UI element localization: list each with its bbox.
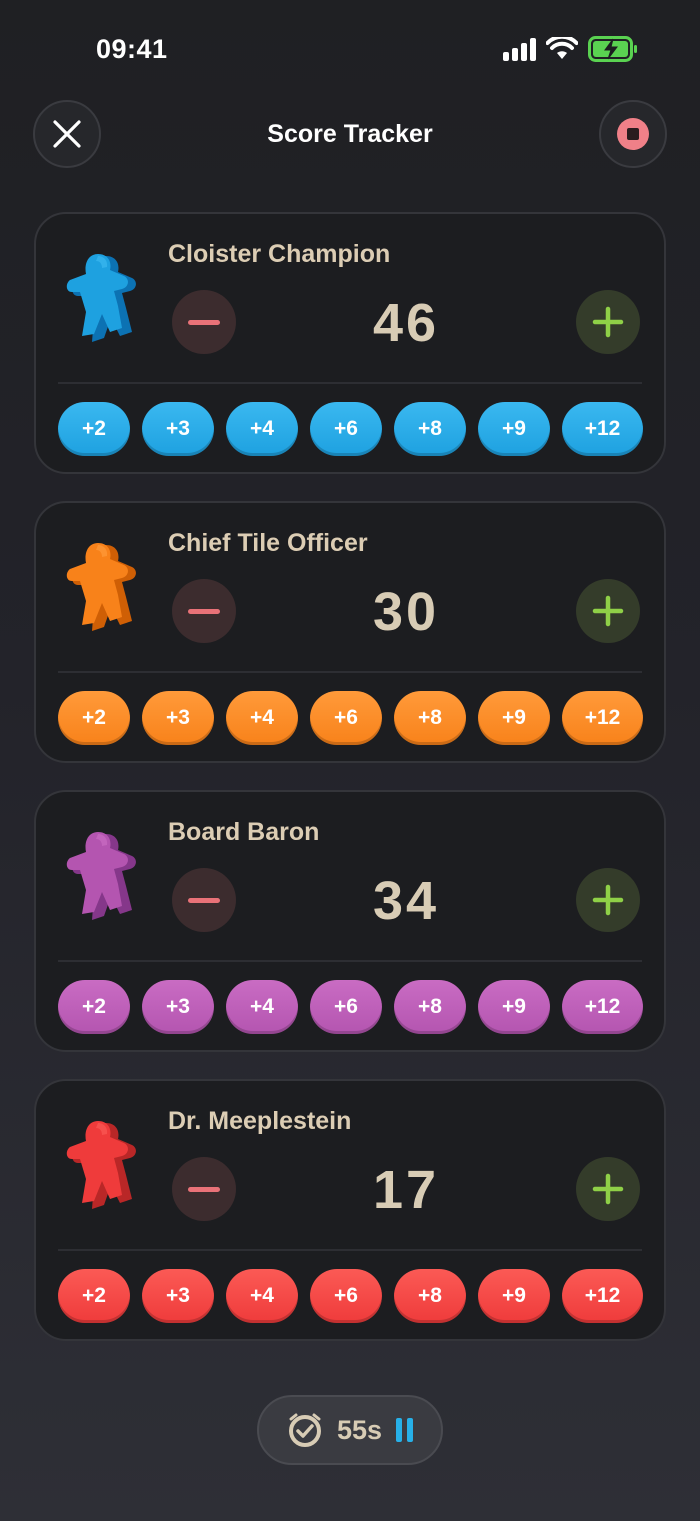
meeple-icon: [66, 1121, 136, 1209]
minus-icon: [188, 608, 220, 614]
quick-add-button[interactable]: +4: [226, 980, 298, 1034]
player-score: 17: [372, 1160, 440, 1220]
minus-icon: [188, 897, 220, 903]
quick-add-button[interactable]: +9: [478, 402, 550, 456]
stop-icon: [617, 118, 649, 150]
quick-add-button[interactable]: +2: [58, 691, 130, 745]
increment-button[interactable]: [576, 1157, 640, 1221]
quick-add-button[interactable]: +4: [226, 402, 298, 456]
quick-add-button[interactable]: +8: [394, 1269, 466, 1323]
quick-add-row: +2 +3 +4 +6 +8 +9 +12: [58, 402, 643, 456]
status-bar: 09:41: [0, 0, 700, 100]
close-button[interactable]: [33, 100, 101, 168]
player-card: Cloister Champion 46 +2 +3 +4 +6 +8 +9 +12: [34, 212, 666, 474]
quick-add-button[interactable]: +6: [310, 1269, 382, 1323]
decrement-button[interactable]: [172, 290, 236, 354]
meeple-icon: [66, 254, 136, 342]
close-icon: [53, 120, 81, 148]
status-icons: [503, 36, 638, 62]
decrement-button[interactable]: [172, 1157, 236, 1221]
minus-icon: [188, 1186, 220, 1192]
plus-icon: [592, 884, 624, 916]
player-card: Dr. Meeplestein 17 +2 +3 +4 +6 +8 +9 +12: [34, 1079, 666, 1341]
cellular-signal-icon: [503, 37, 536, 61]
quick-add-button[interactable]: +8: [394, 691, 466, 745]
quick-add-row: +2 +3 +4 +6 +8 +9 +12: [58, 1269, 643, 1323]
quick-add-button[interactable]: +3: [142, 1269, 214, 1323]
quick-add-row: +2 +3 +4 +6 +8 +9 +12: [58, 691, 643, 745]
quick-add-button[interactable]: +12: [562, 980, 643, 1034]
quick-add-button[interactable]: +2: [58, 1269, 130, 1323]
quick-add-row: +2 +3 +4 +6 +8 +9 +12: [58, 980, 643, 1034]
quick-add-button[interactable]: +2: [58, 402, 130, 456]
quick-add-button[interactable]: +4: [226, 691, 298, 745]
battery-charging-icon: [588, 36, 637, 62]
status-time: 09:41: [96, 34, 168, 64]
stop-button[interactable]: [599, 100, 667, 168]
player-name: Dr. Meeplestein: [168, 1107, 352, 1135]
quick-add-button[interactable]: +9: [478, 691, 550, 745]
quick-add-button[interactable]: +6: [310, 402, 382, 456]
quick-add-button[interactable]: +9: [478, 980, 550, 1034]
quick-add-button[interactable]: +3: [142, 691, 214, 745]
player-score: 46: [372, 293, 440, 353]
timer-pill[interactable]: 55s: [257, 1395, 443, 1465]
divider: [58, 1249, 642, 1251]
decrement-button[interactable]: [172, 579, 236, 643]
timer-label: 55s: [336, 1414, 383, 1445]
player-card: Board Baron 34 +2 +3 +4 +6 +8 +9 +12: [34, 790, 666, 1052]
divider: [58, 960, 642, 962]
page-title: Score Tracker: [267, 120, 433, 148]
quick-add-button[interactable]: +12: [562, 1269, 643, 1323]
increment-button[interactable]: [576, 290, 640, 354]
plus-icon: [592, 1173, 624, 1205]
plus-icon: [592, 306, 624, 338]
player-name: Chief Tile Officer: [168, 529, 368, 557]
timer-icon: [288, 1413, 321, 1447]
quick-add-button[interactable]: +8: [394, 980, 466, 1034]
minus-icon: [188, 319, 220, 325]
quick-add-button[interactable]: +2: [58, 980, 130, 1034]
quick-add-button[interactable]: +8: [394, 402, 466, 456]
plus-icon: [592, 595, 624, 627]
header: Score Tracker: [0, 100, 700, 170]
quick-add-button[interactable]: +3: [142, 980, 214, 1034]
increment-button[interactable]: [576, 579, 640, 643]
divider: [58, 382, 642, 384]
quick-add-button[interactable]: +9: [478, 1269, 550, 1323]
quick-add-button[interactable]: +4: [226, 1269, 298, 1323]
meeple-icon: [66, 832, 136, 920]
player-name: Board Baron: [168, 818, 320, 846]
meeple-icon: [66, 543, 136, 631]
player-name: Cloister Champion: [168, 240, 391, 268]
increment-button[interactable]: [576, 868, 640, 932]
quick-add-button[interactable]: +6: [310, 691, 382, 745]
quick-add-button[interactable]: +6: [310, 980, 382, 1034]
wifi-icon: [546, 37, 578, 59]
quick-add-button[interactable]: +12: [562, 402, 643, 456]
divider: [58, 671, 642, 673]
decrement-button[interactable]: [172, 868, 236, 932]
player-card: Chief Tile Officer 30 +2 +3 +4 +6 +8 +9 +12: [34, 501, 666, 763]
player-score: 30: [372, 582, 440, 642]
pause-icon[interactable]: [396, 1418, 414, 1442]
player-score: 34: [372, 871, 440, 931]
quick-add-button[interactable]: +3: [142, 402, 214, 456]
quick-add-button[interactable]: +12: [562, 691, 643, 745]
